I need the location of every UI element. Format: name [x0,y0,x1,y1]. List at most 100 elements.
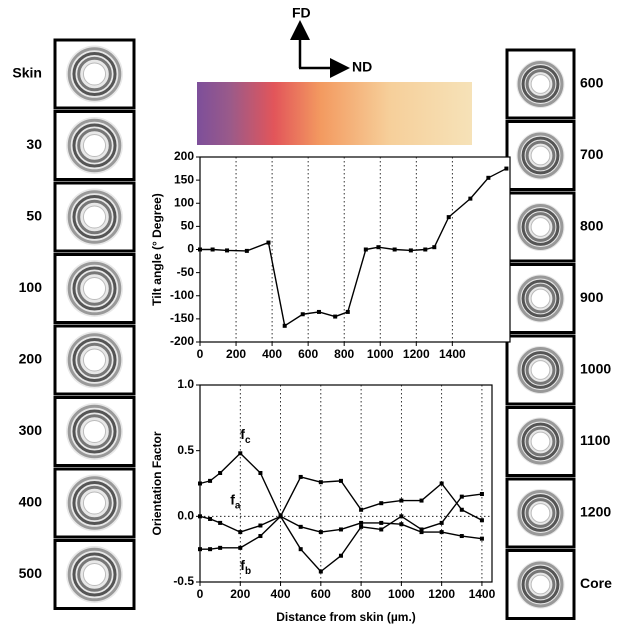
y-tick-label: 150 [174,172,194,186]
data-point [459,534,464,539]
y-tick-label: -50 [177,265,195,279]
data-point [379,527,384,532]
diffraction-ring [517,275,564,322]
diffraction-center [530,288,551,309]
x-tick-label: 1200 [403,347,430,361]
data-point [208,547,213,552]
panel-label: 900 [580,289,604,305]
diffraction-center [530,217,551,237]
diffraction-ring [521,136,560,175]
data-point [399,514,404,519]
x-tick-label: 200 [230,587,250,601]
diffraction-ring [72,194,117,240]
y-tick-label: -100 [170,288,194,302]
diffraction-ring [525,140,556,171]
color-gradient-bar [197,82,472,145]
annotation-main: f [240,557,245,573]
diffraction-ring [72,266,117,311]
y-tick-label: 1.0 [177,377,194,391]
y-tick-label: 0.5 [177,443,194,457]
diffraction-ring [77,199,112,235]
data-point [446,215,451,220]
x-tick-label: 1000 [367,347,394,361]
data-point [392,247,397,252]
x-tick-label: 1400 [469,587,496,601]
data-point [318,569,323,574]
diffraction-ring [67,47,122,101]
data-point [439,520,444,525]
diffraction-ring [517,418,564,465]
data-point [198,514,202,519]
data-point [419,498,424,503]
panel-label: 800 [580,218,604,234]
diffraction-ring [521,494,560,532]
x-tick-label: 1200 [428,587,455,601]
diffraction-center [530,574,551,595]
data-point [479,536,484,541]
data-point [468,196,473,201]
diffraction-ring [67,404,122,459]
diffraction-ring [521,279,560,318]
diffraction-center [82,205,107,229]
diffraction-ring [517,347,564,393]
data-point [298,547,303,552]
data-point [338,553,343,558]
data-point [298,474,303,479]
data-point [208,478,213,483]
plot-frame [199,384,493,583]
panel-label: 500 [19,565,43,581]
diffraction-ring [72,123,117,168]
data-point [238,545,243,550]
y-axis-label: Tilt angle (° Degree) [150,193,164,306]
series-line [199,452,483,573]
diffraction-ring [521,422,560,461]
data-point [338,478,343,483]
data-point [419,530,424,535]
panel-label: Core [580,575,612,591]
diffraction-ring [67,261,122,316]
annotation: fc [240,426,251,446]
data-point [479,492,484,497]
diffraction-ring [525,355,556,385]
data-point [244,248,249,253]
y-tick-label: 0 [187,242,194,256]
diffraction-center [82,348,107,372]
diffraction-ring [77,56,112,92]
annotation: fa [230,491,241,511]
x-tick-label: 1000 [388,587,415,601]
x-tick-label: 0 [197,587,204,601]
data-point [419,527,424,532]
diffraction-ring [525,283,556,314]
y-tick-label: -200 [170,334,194,348]
data-point [359,520,364,525]
panel-label: 30 [26,136,42,152]
series-line [200,515,483,550]
data-point [399,522,404,527]
annotation-sub: c [245,435,251,446]
data-point [208,516,213,521]
diffraction-ring [67,190,122,244]
diffraction-center [82,562,107,587]
diffraction-ring [521,351,560,389]
diffraction-center [82,419,107,444]
diffraction-ring [77,128,112,163]
diffraction-ring [525,426,556,457]
diffraction-ring [67,333,122,387]
data-point [278,514,283,519]
data-point [238,451,243,456]
data-point [282,323,287,328]
diffraction-center [82,276,107,301]
data-point [298,524,303,529]
data-point [359,507,364,512]
y-tick-label: 100 [174,195,194,209]
data-point [218,545,223,550]
diffraction-ring [77,557,112,592]
diffraction-ring [67,476,122,530]
data-point [432,245,437,250]
data-point [379,520,384,525]
diffraction-ring [72,552,117,597]
x-axis-label: Distance from skin (µm.) [276,610,416,624]
diffraction-ring [525,498,556,528]
x-tick-label: 1400 [439,347,466,361]
